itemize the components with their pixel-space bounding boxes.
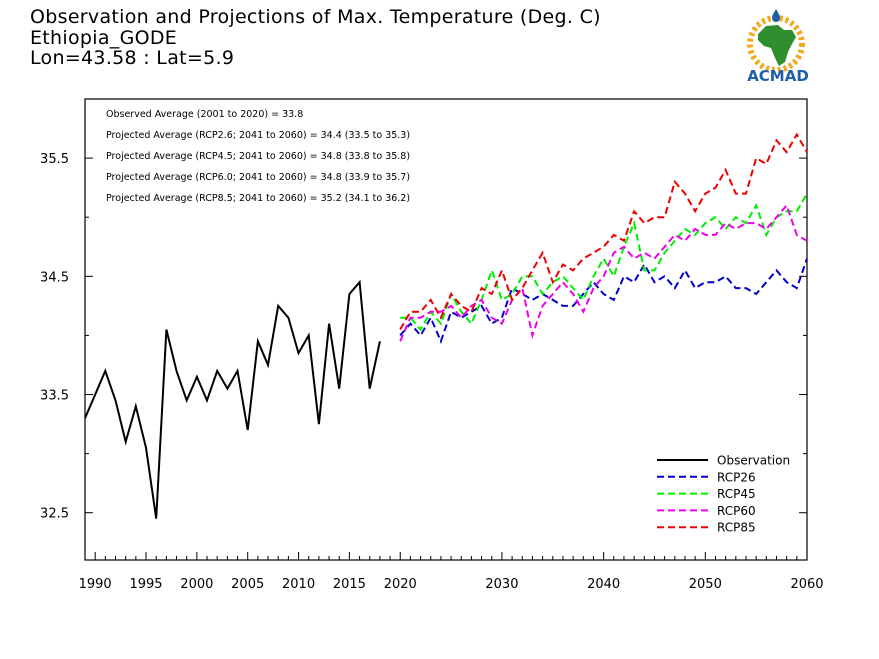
series-line-rcp26	[399, 258, 808, 345]
y-tick-label: 32.5	[40, 507, 69, 522]
y-tick-label: 34.5	[40, 270, 69, 285]
legend-label-rcp60: RCP60	[717, 504, 756, 518]
series-line-rcp60	[399, 203, 808, 342]
legend: Observation RCP26 RCP45 RCP60 RCP85	[657, 454, 790, 535]
africa-map-icon	[758, 25, 796, 66]
x-tick-label: 2010	[282, 577, 315, 592]
x-tick-label: 2040	[587, 577, 620, 592]
station-name: Ethiopia_GODE	[30, 26, 178, 49]
annotation-rcp60: Projected Average (RCP6.0; 2041 to 2060)…	[106, 172, 410, 183]
station-coordinates: Lon=43.58 : Lat=5.9	[30, 47, 235, 69]
x-tick-label: 2060	[790, 577, 823, 592]
x-tick-label: 2000	[180, 577, 213, 592]
legend-label-observation: Observation	[717, 454, 790, 468]
axis-ticks: 1990 1995 2000 2005 2010 2015 2020 2030 2040 2050…	[40, 152, 824, 592]
series-line-rcp85	[399, 132, 808, 330]
x-tick-label: 1990	[79, 577, 112, 592]
legend-label-rcp85: RCP85	[717, 521, 756, 535]
water-drop-icon	[772, 9, 780, 22]
x-tick-label: 2050	[689, 577, 722, 592]
annotation-observed: Observed Average (2001 to 2020) = 33.8	[106, 109, 303, 120]
series-layer	[84, 132, 808, 519]
y-tick-label: 35.5	[40, 152, 69, 167]
x-tick-label: 2020	[384, 577, 417, 592]
logo-text: ACMAD	[747, 67, 809, 85]
y-tick-label: 33.5	[40, 389, 69, 404]
series-line-observation	[84, 279, 381, 519]
annotation-rcp45: Projected Average (RCP4.5; 2041 to 2060)…	[106, 151, 410, 162]
africa-sun-logo-icon: ACMAD	[747, 9, 809, 85]
legend-label-rcp26: RCP26	[717, 470, 756, 484]
annotation-rcp85: Projected Average (RCP8.5; 2041 to 2060)…	[106, 193, 410, 204]
annotation-box: Observed Average (2001 to 2020) = 33.8 P…	[106, 109, 410, 204]
title-block: Observation and Projections of Max. Temp…	[30, 7, 601, 69]
series-line-rcp45	[400, 193, 808, 332]
x-tick-label: 2015	[333, 577, 366, 592]
x-tick-label: 1995	[129, 577, 162, 592]
annotation-rcp26: Projected Average (RCP2.6; 2041 to 2060)…	[106, 130, 410, 141]
chart-title: Observation and Projections of Max. Temp…	[30, 6, 601, 28]
legend-label-rcp45: RCP45	[717, 487, 756, 501]
x-tick-label: 2005	[231, 577, 264, 592]
x-tick-label: 2030	[485, 577, 518, 592]
